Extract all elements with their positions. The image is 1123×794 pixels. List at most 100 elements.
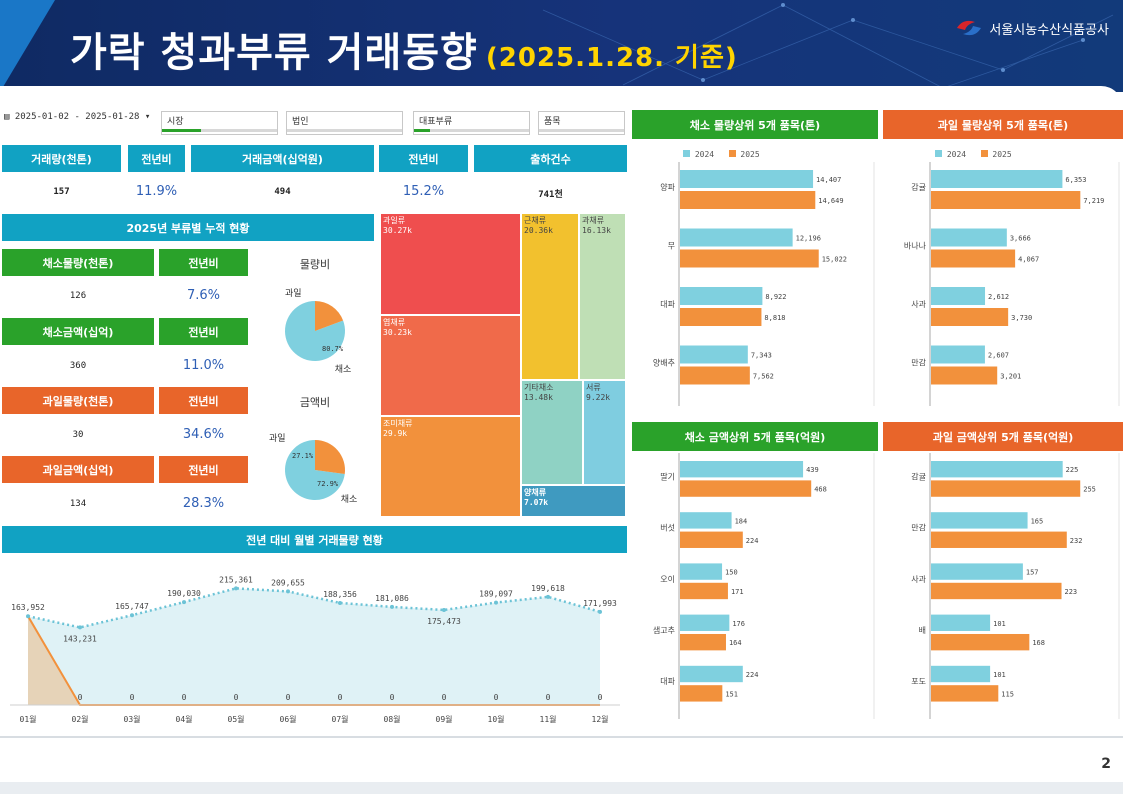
bar-2025[interactable]	[680, 366, 750, 385]
item-filter-label: 품목	[544, 117, 561, 127]
bar-2025[interactable]	[680, 531, 743, 548]
bar-2025[interactable]	[931, 480, 1081, 497]
bar-2024[interactable]	[680, 228, 793, 247]
category-label: 감귤	[911, 182, 926, 192]
bar-2025[interactable]	[931, 366, 998, 385]
x-tick-label: 11월	[540, 714, 557, 724]
series-2024-area	[28, 588, 600, 705]
data-point-2024	[286, 589, 290, 594]
bar-2025[interactable]	[931, 249, 1016, 268]
category-label: 딸기	[660, 471, 675, 481]
bar-value-label: 3,201	[1000, 373, 1021, 381]
amount-pie-veg-label: 채소	[341, 494, 358, 505]
bar-2024[interactable]	[931, 665, 991, 683]
bar-value-label: 164	[729, 639, 742, 647]
bar-2025[interactable]	[680, 685, 723, 702]
bar-2024[interactable]	[680, 665, 743, 683]
volume-pie-chart: 물량비 과일 80.7% 채소	[285, 258, 352, 375]
bar-2025[interactable]	[680, 582, 728, 600]
x-tick-label: 10월	[488, 714, 505, 724]
bar-2024[interactable]	[931, 345, 985, 364]
bar-2025[interactable]	[931, 308, 1009, 326]
bar-2025[interactable]	[931, 633, 1030, 651]
bar-2025[interactable]	[931, 531, 1067, 548]
treemap-cell[interactable]: 조미채류 29.9k	[380, 416, 521, 517]
bar-value-label: 224	[746, 671, 759, 679]
bar-2025[interactable]	[680, 249, 819, 268]
bar-2024[interactable]	[931, 512, 1028, 529]
bar-2024[interactable]	[931, 461, 1063, 478]
data-label-2024: 215,361	[219, 575, 253, 584]
veg-volume-yoy: 7.6%	[186, 288, 221, 303]
treemap-cell[interactable]: 서류 9.22k	[583, 380, 626, 485]
category-filter[interactable]: 대표부류	[413, 111, 530, 135]
filter-track	[414, 129, 529, 132]
data-point-2024	[130, 613, 134, 618]
bar-2024[interactable]	[931, 228, 1007, 247]
bar-2025[interactable]	[931, 191, 1081, 209]
corp-filter[interactable]: 법인	[286, 111, 403, 135]
treemap-cell[interactable]: 기타채소 13.48k	[521, 380, 583, 485]
amount-pie-fruit-label: 과일	[269, 433, 286, 444]
treemap-cell-value: 30.27k	[383, 226, 412, 235]
bar-2024[interactable]	[931, 614, 991, 631]
bar-2025[interactable]	[680, 633, 726, 651]
bar-value-label: 12,196	[796, 235, 821, 243]
volume-pie-veg-label: 채소	[335, 364, 352, 375]
bar-value-label: 255	[1083, 486, 1096, 494]
bar-2024[interactable]	[680, 614, 730, 631]
x-tick-label: 08월	[384, 714, 401, 724]
bar-2024[interactable]	[680, 345, 748, 364]
filter-fill	[414, 129, 431, 132]
data-label-2024: 188,356	[323, 590, 357, 599]
data-label-2024: 163,952	[11, 603, 45, 612]
bar-2025[interactable]	[931, 685, 999, 702]
bar-2025[interactable]	[680, 191, 816, 209]
bar-2024[interactable]	[680, 461, 804, 478]
data-point-2024	[598, 609, 602, 614]
volume-pie-veg-pct: 80.7%	[322, 345, 344, 353]
bar-value-label: 14,649	[818, 197, 843, 205]
bar-value-label: 468	[814, 486, 827, 494]
bar-value-label: 2,612	[988, 293, 1009, 301]
bar-2024[interactable]	[680, 512, 732, 529]
bar-2025[interactable]	[680, 480, 812, 497]
kpi-value-volume: 157	[53, 187, 70, 197]
bar-2024[interactable]	[931, 287, 986, 305]
bar-value-label: 165	[1031, 517, 1044, 525]
filter-fill	[162, 129, 202, 132]
fruit-volume-yoy-label: 전년비	[159, 387, 248, 414]
category-label: 배	[919, 626, 926, 635]
bar-2024[interactable]	[931, 170, 1063, 188]
data-point-2024	[338, 600, 342, 605]
calendar-icon: ▤	[4, 112, 10, 122]
treemap-cell[interactable]: 과채류 16.13k	[579, 213, 626, 380]
data-label-2025: 0	[546, 693, 551, 702]
bar-2025[interactable]	[931, 582, 1062, 600]
amount-pie-veg-pct: 72.9%	[317, 480, 339, 488]
treemap-cell[interactable]: 양채류 7.07k	[521, 485, 626, 517]
x-tick-label: 01월	[20, 714, 37, 724]
bar-2024[interactable]	[680, 287, 763, 305]
bar-value-label: 101	[993, 620, 1006, 628]
bar-2025[interactable]	[680, 308, 762, 326]
bar-value-label: 3,666	[1010, 235, 1031, 243]
header-banner: 가락 청과부류 거래동향 (2025.1.28. 기준) 서울시농수산식품공사	[0, 0, 1123, 92]
treemap-cell[interactable]: 과일류 30.27k	[380, 213, 521, 315]
fruit-amount-yoy-label: 전년비	[159, 456, 248, 483]
data-label-2025: 0	[286, 693, 291, 702]
item-filter[interactable]: 품목	[538, 111, 625, 135]
fruit-amount-yoy: 28.3%	[182, 496, 225, 511]
legend-label-2024: 2024	[694, 150, 715, 159]
treemap-cell-name: 과채류	[582, 216, 605, 225]
veg-amount-label: 채소금액(십억)	[2, 318, 154, 345]
bar-2024[interactable]	[931, 563, 1023, 580]
treemap-cell[interactable]: 엽채류 30.23k	[380, 315, 521, 416]
market-filter[interactable]: 시장	[161, 111, 278, 135]
date-range-filter[interactable]: ▤ 2025-01-02 - 2025-01-28 ▾	[4, 112, 150, 122]
treemap-cell-name: 서류	[586, 383, 601, 392]
bar-2024[interactable]	[680, 170, 814, 188]
legend-swatch-2024	[935, 150, 942, 157]
treemap-cell[interactable]: 근채류 20.36k	[521, 213, 579, 380]
bar-2024[interactable]	[680, 563, 723, 580]
